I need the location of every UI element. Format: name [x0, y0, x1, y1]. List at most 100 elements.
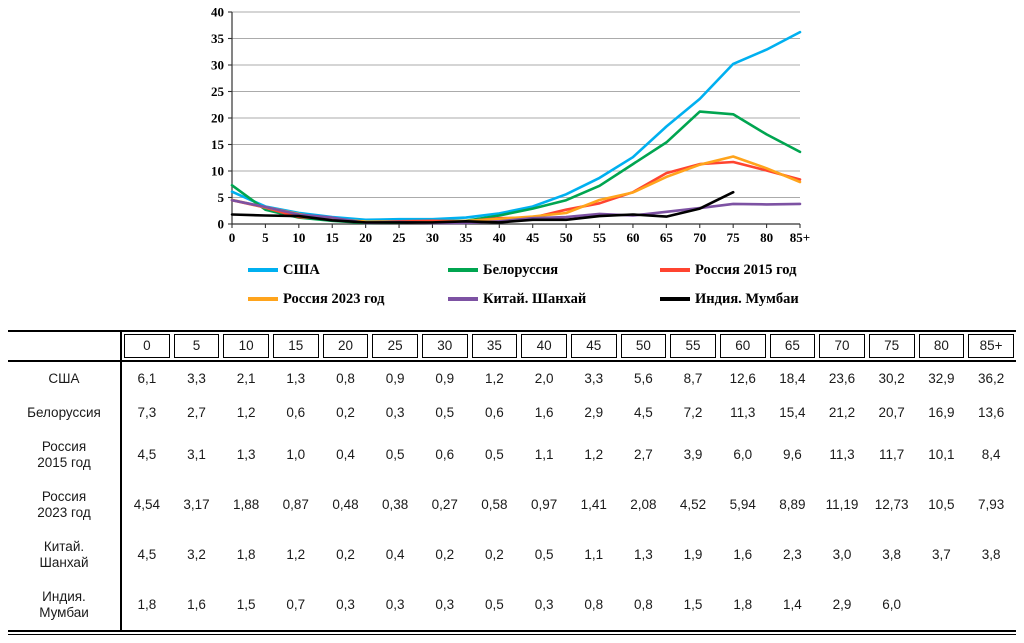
- table-cell: 5,6: [634, 371, 653, 386]
- table-cell: 0,7: [286, 597, 306, 612]
- table-cell: 0,5: [435, 405, 455, 420]
- table-cell: 4,5: [137, 447, 157, 462]
- svg-text:0: 0: [218, 217, 225, 232]
- table-cell: 0,2: [336, 547, 355, 562]
- table-cell: 18,4: [779, 371, 806, 386]
- table-cell: 3,17: [183, 497, 210, 512]
- table-cell: 0,48: [332, 497, 359, 512]
- table-cell: 15,4: [779, 405, 806, 420]
- table-cell: 0,3: [385, 405, 405, 420]
- table-cell: 1,1: [584, 547, 604, 562]
- table-cell: 3,7: [931, 547, 951, 562]
- legend-item: Индия. Мумбаи: [660, 288, 860, 310]
- table-cell: 21,2: [828, 405, 856, 420]
- table-cell: 16,9: [928, 405, 955, 420]
- table-cell: 1,5: [236, 597, 256, 612]
- table-cell: 0,2: [435, 547, 455, 562]
- table-row: Белоруссия 7,3 2,7 1,2 0,6 0,2 0,3 0,5 0,6 1,6 2,9…: [8, 396, 1016, 430]
- svg-text:15: 15: [326, 230, 340, 245]
- table-cell: 2,7: [634, 447, 653, 462]
- table-cell: 0,4: [336, 447, 355, 462]
- svg-text:30: 30: [211, 58, 224, 73]
- table-cell: 0,8: [634, 597, 653, 612]
- svg-text:50: 50: [560, 230, 573, 245]
- table-cell: [917, 580, 967, 630]
- table-cell: 1,2: [286, 547, 306, 562]
- legend-item: Россия 2015 год: [660, 259, 860, 281]
- table-cell: 1,6: [733, 547, 753, 562]
- data-table: 0 5 10 15 20 25 30 35 40 45 50 55 60 65 70 75 80 85+ США 6…: [8, 330, 1016, 632]
- row-label: Белоруссия: [8, 396, 122, 430]
- table-cell: 1,3: [236, 447, 256, 462]
- legend-item: Белоруссия: [448, 259, 660, 281]
- table-cell: 1,9: [683, 547, 703, 562]
- legend-item: США: [248, 259, 448, 281]
- legend-label: Китай. Шанхай: [483, 290, 587, 307]
- row-label: Китай. Шанхай: [8, 530, 122, 580]
- table-cell: 8,7: [683, 371, 703, 386]
- table-cell: 0,6: [485, 405, 504, 420]
- table-cell: 1,41: [580, 497, 607, 512]
- table-cell: 1,8: [733, 597, 753, 612]
- table-cell: 0,2: [336, 405, 355, 420]
- table-cell: 7,3: [137, 405, 157, 420]
- table-cell: 4,54: [133, 497, 160, 512]
- table-cell: 10,1: [928, 447, 955, 462]
- table-header: 0 5 10 15 20 25 30 35 40 45 50 55 60 65 70 75 80 85+: [8, 332, 1016, 362]
- svg-text:45: 45: [526, 230, 540, 245]
- table-header-row: 0 5 10 15 20 25 30 35 40 45 50 55 60 65 70 75 80 85+: [8, 332, 1016, 362]
- legend-item: Китай. Шанхай: [448, 288, 660, 310]
- table-cell: 20,7: [878, 405, 905, 420]
- column-header: 50: [618, 332, 669, 362]
- table-cell: 11,19: [825, 497, 859, 512]
- table-cell: 3,2: [187, 547, 206, 562]
- column-header: 55: [668, 332, 718, 362]
- table-cell: 23,6: [828, 371, 856, 386]
- table-cell: 1,2: [485, 371, 504, 386]
- table-cell: 0,5: [385, 447, 405, 462]
- table-row: США 6,1 3,3 2,1 1,3 0,8 0,9 0,9 1,2 2,0 3,3 5,6 8,7 1…: [8, 362, 1016, 396]
- table-cell: 3,8: [882, 547, 902, 562]
- row-label: США: [8, 362, 122, 396]
- table-cell: 1,8: [236, 547, 256, 562]
- table-cell: [966, 580, 1016, 630]
- legend-line-swatch-icon: [248, 297, 278, 301]
- svg-text:65: 65: [660, 230, 674, 245]
- column-header: 40: [519, 332, 569, 362]
- table-body: США 6,1 3,3 2,1 1,3 0,8 0,9 0,9 1,2 2,0 3,3 5,6 8,7 1…: [8, 362, 1016, 630]
- table-cell: 11,3: [730, 405, 756, 420]
- table-cell: 7,93: [977, 497, 1005, 512]
- column-header: 10: [221, 332, 271, 362]
- table-cell: 10,5: [928, 497, 955, 512]
- svg-text:25: 25: [393, 230, 407, 245]
- table-cell: 7,2: [683, 405, 703, 420]
- table-row: Россия 2023 год 4,54 3,17 1,88 0,87 0,48 0,38 0…: [8, 480, 1016, 530]
- legend-label: Белоруссия: [483, 261, 559, 278]
- table-cell: 0,4: [385, 547, 405, 562]
- table-cell: 2,3: [782, 547, 802, 562]
- svg-text:60: 60: [626, 230, 639, 245]
- column-header: 70: [817, 332, 867, 362]
- table-cell: 1,3: [634, 547, 653, 562]
- table-cell: 3,0: [832, 547, 852, 562]
- table-cell: 0,5: [534, 547, 554, 562]
- table-cell: 0,8: [584, 597, 604, 612]
- table-cell: 1,6: [534, 405, 554, 420]
- svg-text:30: 30: [426, 230, 439, 245]
- data-table-wrap: 0 5 10 15 20 25 30 35 40 45 50 55 60 65 70 75 80 85+ США 6…: [8, 330, 1016, 635]
- column-header: 0: [122, 332, 172, 362]
- table-cell: 0,5: [485, 597, 504, 612]
- table-cell: 0,97: [530, 497, 558, 512]
- table-cell: 0,58: [481, 497, 508, 512]
- table-cell: 2,9: [584, 405, 604, 420]
- column-header: 60: [717, 332, 768, 362]
- svg-text:15: 15: [211, 137, 225, 152]
- column-header: 15: [270, 332, 321, 362]
- table-cell: 1,4: [782, 597, 802, 612]
- table-cell: 0,9: [435, 371, 455, 386]
- table-cell: 3,3: [584, 371, 604, 386]
- table-corner-cell: [8, 332, 122, 362]
- column-header: 85+: [966, 332, 1016, 362]
- svg-text:5: 5: [262, 230, 269, 245]
- legend-line-swatch-icon: [660, 297, 690, 301]
